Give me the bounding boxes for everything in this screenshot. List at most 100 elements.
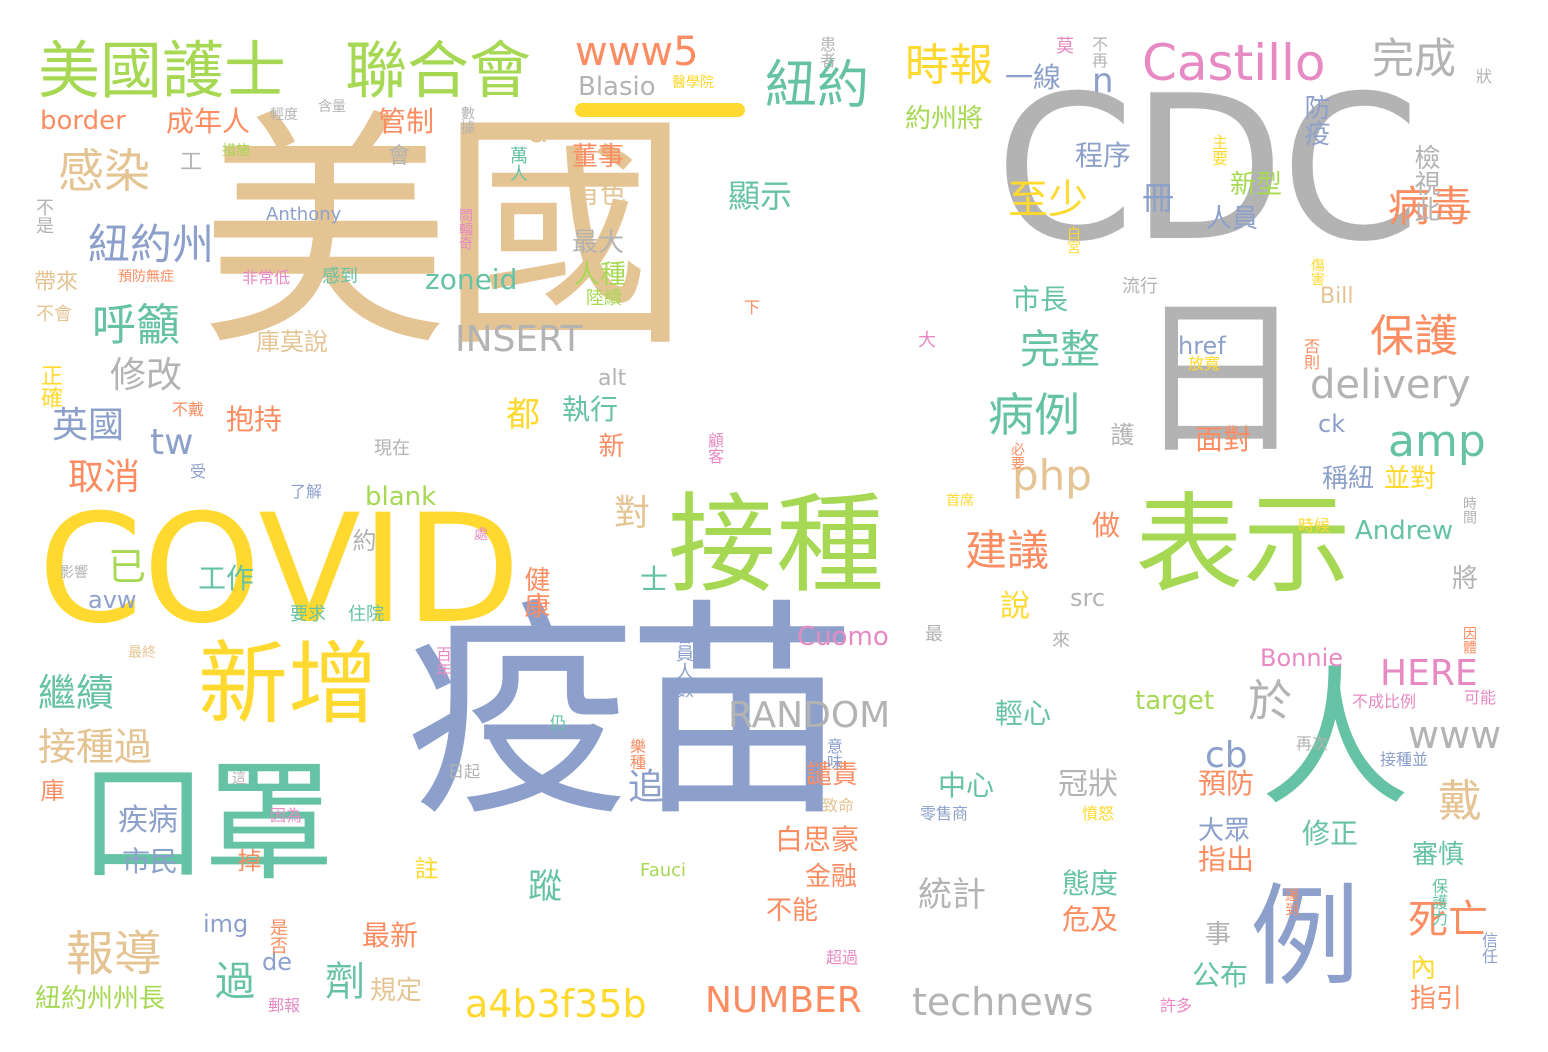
word: 紐約州 bbox=[88, 220, 215, 269]
word: 帶來 bbox=[34, 270, 79, 295]
word: 指引 bbox=[1410, 984, 1463, 1014]
word: 表示 bbox=[1135, 483, 1352, 608]
word: avw bbox=[88, 586, 137, 614]
word: img bbox=[203, 910, 249, 938]
word: 疾病 bbox=[118, 803, 178, 838]
word: 受 bbox=[190, 462, 207, 481]
word: 感到 bbox=[322, 266, 358, 287]
word: 數據 bbox=[459, 106, 475, 134]
word: 士 bbox=[640, 563, 669, 596]
word: 做 bbox=[1092, 509, 1121, 542]
word: 預防無症 bbox=[118, 269, 174, 285]
word: 運到 bbox=[1283, 888, 1299, 916]
word: 不成比例 bbox=[1352, 692, 1417, 711]
word: 預防 bbox=[1198, 767, 1255, 800]
word: 至少 bbox=[1008, 177, 1088, 223]
word: 要求 bbox=[290, 604, 326, 625]
word: 譴責 bbox=[806, 760, 859, 790]
word: 美國護士 bbox=[38, 34, 287, 107]
word: www bbox=[1408, 713, 1502, 757]
word: 主要 bbox=[1209, 134, 1228, 166]
word: href bbox=[1178, 332, 1226, 360]
word: 病例 bbox=[988, 388, 1080, 442]
word: 零售商 bbox=[920, 804, 969, 823]
word: 董事 bbox=[572, 142, 625, 172]
word: NUMBER bbox=[705, 980, 862, 1021]
word: 白思豪 bbox=[775, 823, 860, 856]
word: 超過 bbox=[826, 948, 859, 967]
word: ck bbox=[1318, 410, 1346, 438]
word: 過 bbox=[215, 959, 255, 1005]
word: HERE bbox=[1380, 653, 1478, 694]
word: 會員人數 bbox=[673, 626, 694, 698]
word: 含量 bbox=[318, 99, 346, 115]
word: 輕度 bbox=[270, 107, 298, 123]
word: 註 bbox=[410, 856, 438, 880]
word: 了解 bbox=[290, 482, 323, 501]
word: 不能 bbox=[766, 896, 819, 926]
word: border bbox=[40, 106, 126, 136]
word: Castillo bbox=[1142, 34, 1326, 92]
word: 聯合會 bbox=[345, 34, 532, 107]
word: 放寬 bbox=[1188, 354, 1221, 373]
word: target bbox=[1135, 686, 1215, 716]
word: php bbox=[1012, 451, 1092, 500]
word: 美國 bbox=[200, 89, 690, 380]
word: 紐約 bbox=[765, 56, 870, 116]
word: 管制 bbox=[378, 105, 435, 138]
word: 冠狀 bbox=[1058, 767, 1118, 802]
word: 蹤 bbox=[528, 867, 562, 907]
word: 這 bbox=[232, 771, 246, 787]
word: 保護力 bbox=[1429, 878, 1448, 926]
word: 約 bbox=[348, 528, 376, 552]
word: 例 bbox=[1250, 873, 1360, 1001]
word: Cuomo bbox=[797, 622, 889, 652]
word: 紐約州州長 bbox=[35, 984, 166, 1014]
word: 最 bbox=[925, 624, 943, 645]
word: 措施 bbox=[222, 143, 250, 159]
word: 建議 bbox=[965, 526, 1050, 575]
word: 不再 bbox=[1089, 36, 1108, 68]
word: Bonnie bbox=[1260, 644, 1344, 672]
word: 取消 bbox=[68, 457, 141, 498]
word: 輕心 bbox=[995, 697, 1052, 730]
word: 護 bbox=[1106, 422, 1134, 446]
word: a4b3f35b bbox=[465, 982, 647, 1026]
word: 狀 bbox=[1473, 68, 1492, 84]
word: 呼籲 bbox=[92, 300, 180, 351]
word: a bbox=[528, 111, 549, 151]
word: 公布 bbox=[1192, 959, 1249, 992]
word: 再次 bbox=[1296, 734, 1329, 753]
word: 市長 bbox=[1012, 283, 1069, 316]
word: 日起 bbox=[448, 762, 481, 781]
word: 金融 bbox=[805, 862, 858, 892]
word: 是否 bbox=[267, 918, 288, 954]
word: 接種並 bbox=[1380, 750, 1429, 769]
word: 保護 bbox=[1370, 311, 1458, 362]
word: CDC bbox=[995, 53, 1420, 286]
word: Fauci bbox=[640, 860, 687, 881]
word: 冊 bbox=[1142, 179, 1175, 217]
word: 問輻奇 bbox=[457, 208, 473, 250]
word: 因為 bbox=[270, 806, 303, 825]
word: 市民 bbox=[122, 845, 179, 878]
word: 死亡 bbox=[1408, 897, 1488, 943]
word: 否則 bbox=[1301, 338, 1320, 370]
highlight-bar bbox=[575, 103, 745, 117]
word: Anthony bbox=[266, 204, 342, 225]
word: 顧客 bbox=[705, 432, 724, 464]
word: 成年人 bbox=[166, 105, 251, 138]
word: 指出 bbox=[1198, 843, 1255, 876]
word: 住院 bbox=[348, 604, 384, 625]
word: 因體 bbox=[1461, 626, 1477, 654]
word: 最新 bbox=[362, 919, 419, 952]
word: alt bbox=[598, 366, 627, 391]
word: 庫莫說 bbox=[256, 328, 328, 356]
word: 將 bbox=[1452, 564, 1479, 594]
word: 來 bbox=[1049, 630, 1070, 648]
word: 人種 bbox=[574, 260, 627, 290]
word: 必要 bbox=[1009, 442, 1025, 470]
word: 下 bbox=[744, 298, 761, 317]
word: 接種 bbox=[668, 483, 885, 608]
